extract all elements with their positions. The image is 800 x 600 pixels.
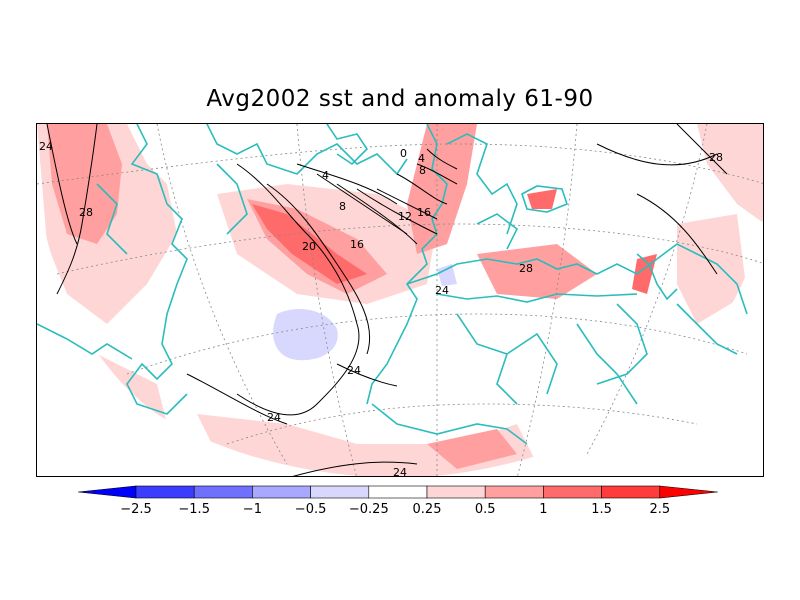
contour-label: 0 xyxy=(400,147,407,160)
graticule xyxy=(37,124,763,476)
contour-label: 24 xyxy=(347,364,361,377)
colorbar-swatch xyxy=(368,485,428,499)
anomaly-region-cold-atlantic xyxy=(273,309,338,361)
anomaly-region-cold-med xyxy=(437,264,457,286)
colorbar-swatch xyxy=(310,485,370,499)
colorbar-label: −2.5 xyxy=(120,502,152,517)
colorbar-label: −0.25 xyxy=(348,502,389,517)
contour-labels: 24 28 4 0 4 8 8 12 16 16 20 24 24 28 28 … xyxy=(39,140,723,477)
colorbar-swatch xyxy=(601,485,661,499)
contour-label: 16 xyxy=(350,238,364,251)
contour-label: 4 xyxy=(418,152,425,165)
anomaly-region-sw xyxy=(97,354,167,424)
colorbar-label: 2.5 xyxy=(649,502,671,517)
contour-label: 28 xyxy=(709,151,723,164)
contour-label: 24 xyxy=(39,140,53,153)
sst-anomaly-map: 24 28 4 0 4 8 8 12 16 16 20 24 24 28 28 … xyxy=(37,124,763,477)
anomaly-region-gulf-stream-peak xyxy=(252,204,367,284)
contour-label: 24 xyxy=(393,466,407,477)
colorbar-swatch xyxy=(193,485,253,499)
anomaly-region-arabian xyxy=(677,214,747,324)
colorbar-arrow-right xyxy=(659,485,718,499)
colorbar-label: −1 xyxy=(242,502,262,517)
colorbar-swatch xyxy=(135,485,195,499)
colorbar-label: −0.5 xyxy=(294,502,327,517)
colorbar xyxy=(78,485,718,499)
contour-label: 8 xyxy=(419,164,426,177)
map-panel: 24 28 4 0 4 8 8 12 16 16 20 24 24 28 28 … xyxy=(36,123,764,477)
contour-label: 28 xyxy=(519,262,533,275)
anomaly-region-north-sea xyxy=(407,124,477,254)
coastlines xyxy=(37,124,748,445)
anomaly-region-nw-atlantic-strong xyxy=(47,124,122,244)
contour-label: 24 xyxy=(267,411,281,424)
anomaly-region-black-sea xyxy=(527,189,557,209)
colorbar-label: 0.5 xyxy=(474,502,496,517)
contour-label: 16 xyxy=(417,206,431,219)
anomaly-region-mediterranean xyxy=(477,244,597,299)
colorbar-swatch xyxy=(484,485,544,499)
colorbar-swatch xyxy=(426,485,486,499)
colorbar-label: −1.5 xyxy=(178,502,210,517)
contour-label: 8 xyxy=(339,200,346,213)
contour-label: 20 xyxy=(302,240,316,253)
colorbar-label: 1.5 xyxy=(591,502,612,517)
map-title: Avg2002 sst and anomaly 61-90 xyxy=(206,86,594,112)
colorbar-swatch xyxy=(252,485,311,499)
contour-label: 24 xyxy=(435,284,449,297)
contour-label: 28 xyxy=(79,206,93,219)
colorbar-label: 0.25 xyxy=(412,502,442,517)
sst-contours xyxy=(46,124,728,476)
colorbar-label: 1 xyxy=(539,502,548,517)
colorbar-arrow-left xyxy=(78,485,137,499)
contour-label: 4 xyxy=(322,169,329,182)
anomaly-region-south-strong xyxy=(427,429,517,469)
anomaly-region-ne-corner xyxy=(697,124,763,224)
contour-label: 12 xyxy=(398,210,412,223)
colorbar-swatch xyxy=(543,485,602,499)
